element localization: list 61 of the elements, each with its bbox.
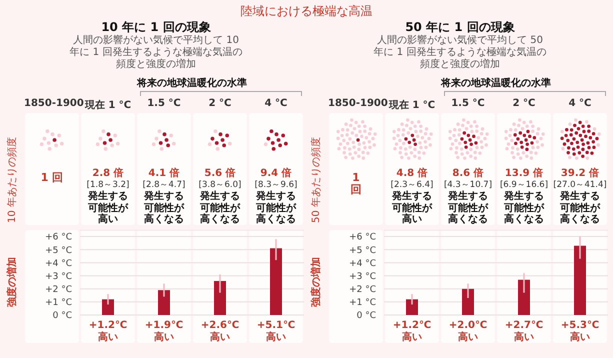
category-label: 2 °C <box>512 98 536 109</box>
y-tick-label: +2 °C <box>45 285 72 296</box>
text: 10 年あたりの頻度 <box>6 136 19 225</box>
category-label: 4 °C <box>264 98 288 109</box>
y-tick-label: +3 °C <box>349 272 376 282</box>
bar <box>406 299 418 315</box>
text: 8.6 倍 [4.3～10.7] 発生する可能性が高くなる <box>442 168 494 226</box>
chart-title: 10 年に 1 回の現象 <box>100 19 212 34</box>
y-tick-label: +6 °C <box>45 232 72 243</box>
data-label: +1.2℃ 高い <box>392 320 432 343</box>
data-label: +2.7℃ 高い <box>504 320 544 343</box>
y-tick-label: +5 °C <box>349 246 376 256</box>
data-label: +1.9℃ 高い <box>144 320 184 343</box>
y-tick-label: +6 °C <box>349 232 376 243</box>
y-tick-label: +1 °C <box>349 298 376 308</box>
y-tick-label: +4 °C <box>45 258 72 269</box>
y-axis-title: 強度の増加 <box>6 256 19 309</box>
bar <box>270 248 282 315</box>
bar <box>462 288 474 315</box>
y-tick-label: +2 °C <box>349 285 376 296</box>
chart-title: 50 年に 1 回の現象 <box>404 19 516 34</box>
data-label: +5.3℃ 高い <box>560 320 600 343</box>
text: 1850-1900 <box>328 98 388 109</box>
text: 陸域における極端な高温 <box>240 3 374 20</box>
text: 9.4 倍 [8.3～9.6] 発生する可能性が高くなる <box>254 168 298 226</box>
text: 2.8 倍 [1.8～3.2] 発生する可能性が高い <box>86 168 130 226</box>
text: 4.8 倍 [2.3～6.4] 発生する可能性が高い <box>390 168 434 226</box>
data-label: +2.0℃ 高い <box>448 320 488 343</box>
text: 将来の地球温暖化の水準 <box>440 76 552 90</box>
text: 将来の地球温暖化の水準 <box>136 76 248 90</box>
text: 1 回 <box>350 171 362 196</box>
bar <box>518 280 530 315</box>
y-tick-label: +1 °C <box>45 298 72 308</box>
text: 5.6 倍 [3.8～6.0] 発生する可能性が高くなる <box>198 168 242 226</box>
bar <box>158 290 170 315</box>
y-tick-label: 0 °C <box>356 311 376 322</box>
chart-subtitle: 人間の影響がない気候で平均して 50 年に 1 回発生するような極端な気温の頻度と強度の増加 <box>372 35 548 71</box>
bar <box>214 281 226 315</box>
category-label: 4 °C <box>568 98 592 109</box>
data-label: +2.6℃ 高い <box>200 320 240 343</box>
bar <box>102 299 114 315</box>
text: 1850-1900 <box>24 98 84 109</box>
text: 1 回 <box>40 171 64 184</box>
y-tick-label: 0 °C <box>52 311 72 322</box>
text: 13.9 倍 [6.9～16.6] 発生する可能性が高くなる <box>498 168 550 226</box>
category-label: 現在 1 °C <box>388 100 436 111</box>
y-axis-title: 強度の増加 <box>310 256 323 309</box>
category-label: 2 °C <box>208 98 232 109</box>
bar <box>574 246 586 315</box>
data-label: +1.2℃ 高い <box>88 320 128 343</box>
text: 4.1 倍 [2.8～4.7] 発生する可能性が高くなる <box>142 168 186 226</box>
category-label: 現在 1 °C <box>84 100 132 111</box>
category-label: 1.5 °C <box>451 98 485 109</box>
text: 39.2 倍 [27.0～41.4] 発生する可能性が高くなる <box>552 168 608 226</box>
category-label: 1.5 °C <box>147 98 181 109</box>
data-label: +5.1℃ 高い <box>256 320 296 343</box>
y-tick-label: +3 °C <box>45 272 72 282</box>
chart-subtitle: 人間の影響がない気候で平均して 10 年に 1 回発生するような極端な気温の頻度と強度の増加 <box>68 35 244 71</box>
y-tick-label: +5 °C <box>45 246 72 256</box>
y-tick-label: +4 °C <box>349 258 376 269</box>
text: 50 年あたりの頻度 <box>310 136 323 225</box>
